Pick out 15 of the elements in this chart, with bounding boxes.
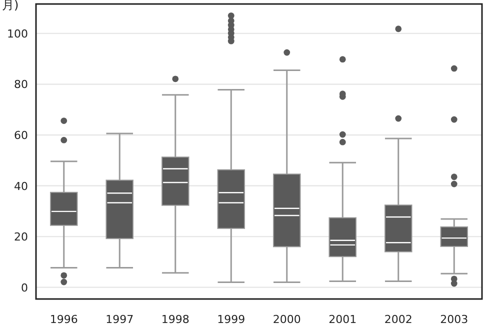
x-tick-label: 2000 [272,313,301,326]
y-tick-label: 20 [14,230,28,244]
x-tick-label: 1997 [106,313,134,326]
y-axis-title: 月) [2,0,19,12]
x-tick-label: 2003 [440,313,468,326]
x-tick-label: 2001 [328,313,357,326]
y-tick-label: 80 [14,78,28,92]
x-tick-label: 1998 [161,313,190,326]
x-tick-label: 1996 [50,313,78,326]
x-tick-label: 2002 [384,313,412,326]
y-tick-label: 60 [14,129,28,142]
x-tick-label: 1999 [217,313,246,326]
y-tick-label: 0 [21,281,28,294]
y-tick-label: 100 [7,27,28,40]
y-tick-label: 40 [14,180,28,193]
